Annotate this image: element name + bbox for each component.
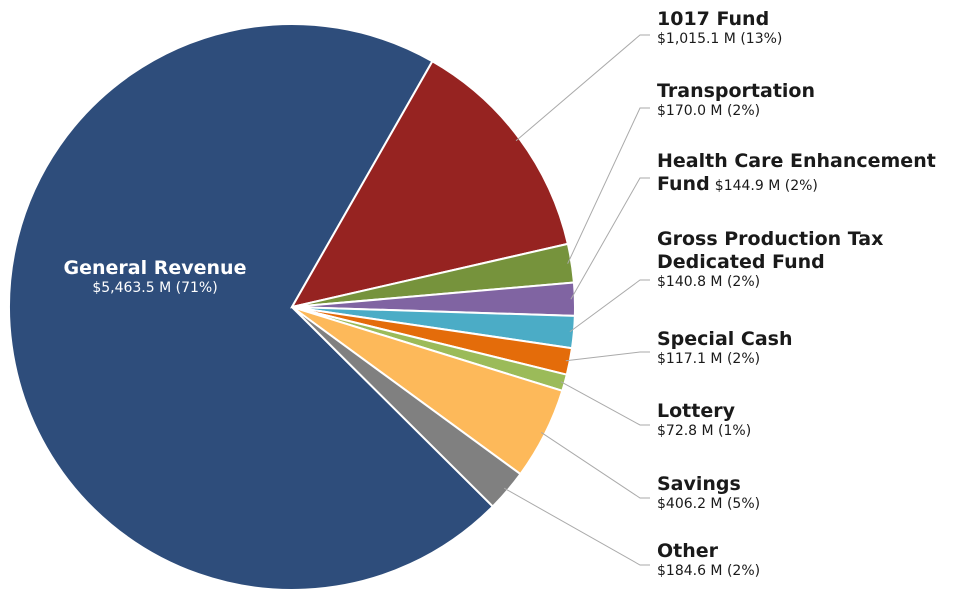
leader-line — [515, 34, 650, 142]
category-label: Savings — [657, 473, 741, 495]
leader-line — [503, 487, 650, 566]
slice-label: 1017 Fund $1,015.1 M (13%) — [657, 8, 957, 48]
slice-label: Health Care Enhancement Fund $144.9 M (2… — [657, 150, 957, 196]
leader-line — [540, 431, 650, 499]
value-label: $170.0 M (2%) — [657, 102, 761, 119]
leader-line — [565, 351, 650, 362]
slice-label: Lottery $72.8 M (1%) — [657, 400, 957, 440]
leader-line — [569, 279, 650, 333]
value-label: $5,463.5 M (71%) — [92, 279, 218, 296]
slice-label: General Revenue $5,463.5 M (71%) — [15, 257, 295, 297]
category-label: 1017 Fund — [657, 8, 770, 30]
category-label: Lottery — [657, 400, 735, 422]
category-label: Transportation — [657, 80, 816, 102]
category-label: Other — [657, 540, 719, 562]
slice-label: Special Cash $117.1 M (2%) — [657, 328, 957, 368]
leader-line — [560, 381, 650, 426]
slice-label: Other $184.6 M (2%) — [657, 540, 957, 580]
value-label: $144.9 M (2%) — [714, 177, 818, 194]
value-label: $406.2 M (5%) — [657, 495, 761, 512]
value-label: $117.1 M (2%) — [657, 350, 761, 367]
value-label: $140.8 M (2%) — [657, 273, 761, 290]
value-label: $1,015.1 M (13%) — [657, 30, 783, 47]
category-label: Health Care Enhancement Fund — [657, 150, 936, 195]
category-label: Special Cash — [657, 328, 793, 350]
category-label: Gross Production Tax Dedicated Fund — [657, 228, 884, 273]
leader-line — [570, 177, 650, 300]
pie-slice — [291, 306, 522, 508]
leader-line — [567, 107, 650, 264]
value-label: $72.8 M (1%) — [657, 422, 752, 439]
slice-label: Gross Production Tax Dedicated Fund $140.… — [657, 228, 957, 290]
slice-label: Transportation $170.0 M (2%) — [657, 80, 957, 120]
slice-label: Savings $406.2 M (5%) — [657, 473, 957, 513]
category-label: General Revenue — [63, 257, 247, 279]
value-label: $184.6 M (2%) — [657, 562, 761, 579]
